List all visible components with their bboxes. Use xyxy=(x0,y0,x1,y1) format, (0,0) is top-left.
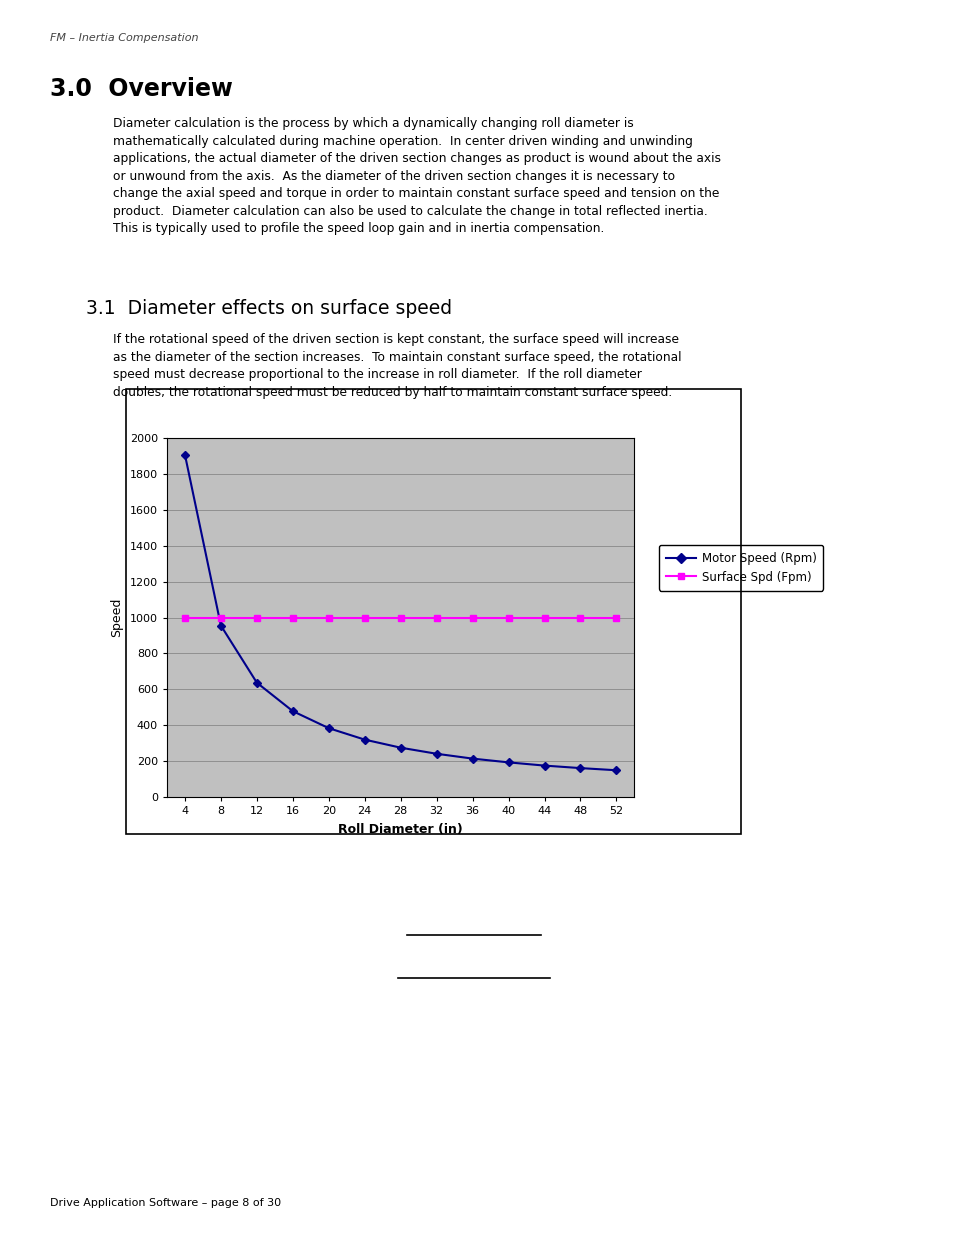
Text: 3.0  Overview: 3.0 Overview xyxy=(50,77,233,100)
Text: Diameter calculation is the process by which a dynamically changing roll diamete: Diameter calculation is the process by w… xyxy=(112,117,720,236)
Y-axis label: Speed: Speed xyxy=(110,598,123,637)
Text: 3.1  Diameter effects on surface speed: 3.1 Diameter effects on surface speed xyxy=(86,299,452,317)
Legend: Motor Speed (Rpm), Surface Spd (Fpm): Motor Speed (Rpm), Surface Spd (Fpm) xyxy=(659,545,822,590)
Text: FM – Inertia Compensation: FM – Inertia Compensation xyxy=(50,33,198,43)
X-axis label: Roll Diameter (in): Roll Diameter (in) xyxy=(338,823,462,836)
Text: Drive Application Software – page 8 of 30: Drive Application Software – page 8 of 3… xyxy=(50,1198,280,1208)
Text: If the rotational speed of the driven section is kept constant, the surface spee: If the rotational speed of the driven se… xyxy=(112,333,680,399)
